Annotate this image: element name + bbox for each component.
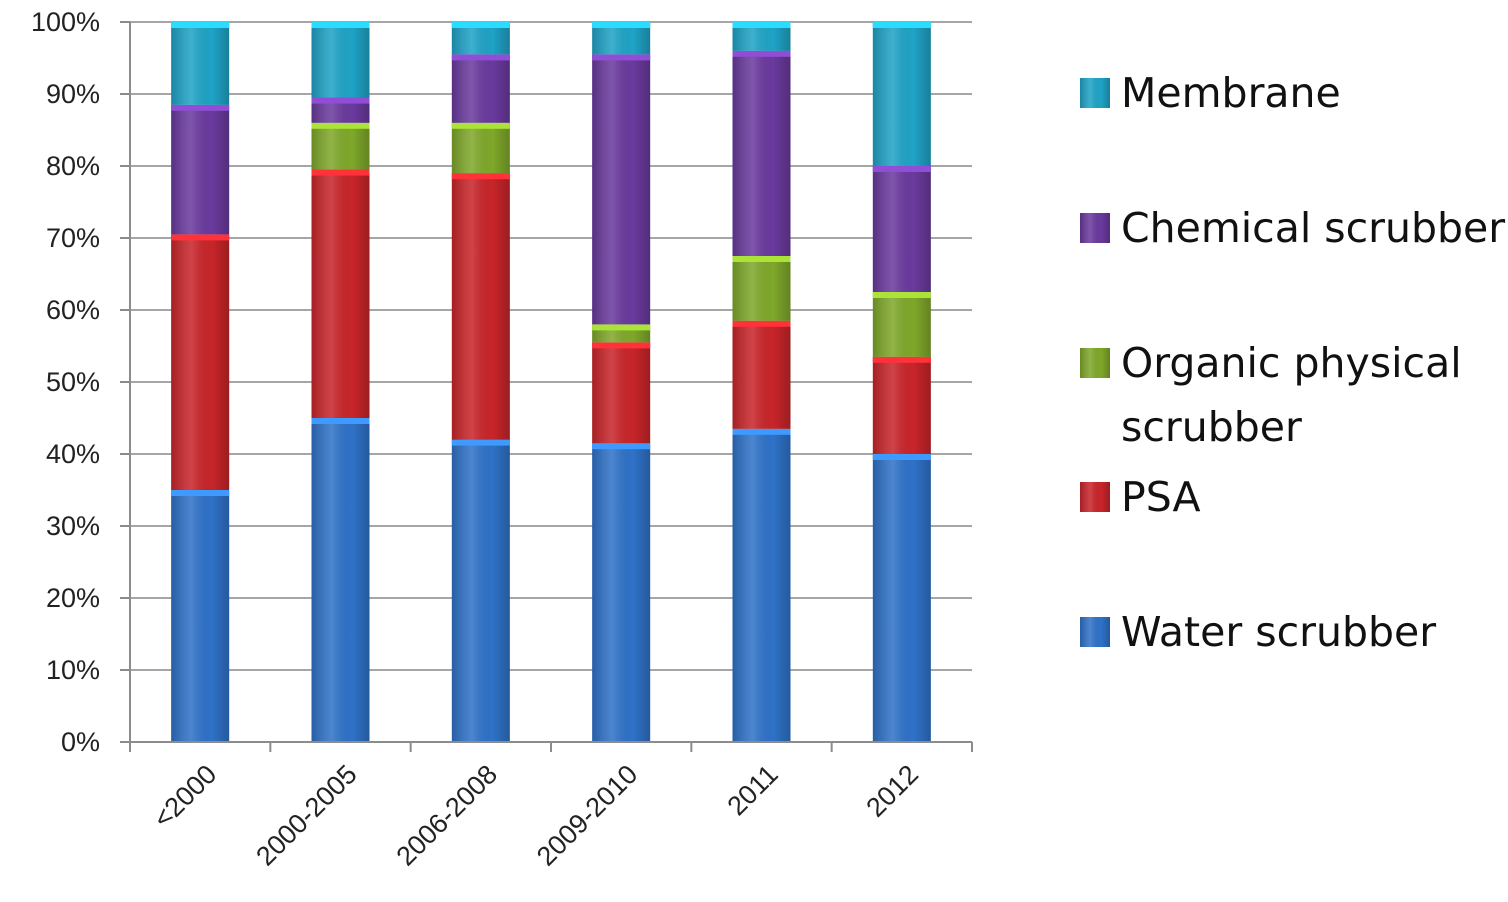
bar-segment-shading (171, 22, 230, 105)
bar-segment-highlight (451, 22, 510, 28)
y-tick-label: 10% (46, 655, 100, 685)
x-tick-label: 2011 (721, 759, 783, 821)
bar-segment-highlight (451, 122, 510, 129)
bar-segment-highlight (732, 22, 791, 28)
bar-segment-shading (732, 256, 791, 321)
bar-segment-highlight (451, 173, 510, 180)
x-tick-label: 2012 (860, 759, 924, 823)
y-tick-label: 90% (46, 79, 100, 109)
bar-segment-shading (311, 418, 370, 742)
bar-segment-highlight (732, 320, 791, 327)
y-tick-label: 30% (46, 511, 100, 541)
y-tick-label: 60% (46, 295, 100, 325)
bar-segment-highlight (872, 22, 931, 28)
bar-segment-highlight (311, 97, 370, 104)
bar-segment-highlight (732, 50, 791, 57)
y-tick-label: 50% (46, 367, 100, 397)
bar-segment-shading (171, 234, 230, 490)
bar-segment-shading (872, 22, 931, 166)
legend-item: Membrane (1080, 69, 1341, 117)
bar-segment-shading (451, 54, 510, 123)
bar-segment-shading (311, 22, 370, 98)
legend-label: PSA (1121, 473, 1201, 521)
bar-segment-shading (592, 443, 651, 742)
y-tick-label: 0% (61, 727, 100, 757)
legend: Membrane Chemical scrubber Organic physica… (1080, 69, 1505, 656)
bar-segment-shading (872, 292, 931, 357)
bar-segment-highlight (592, 54, 651, 61)
bar-segment-highlight (592, 324, 651, 331)
bar-segment-shading (451, 122, 510, 174)
legend-item: Organic physical scrubber (1080, 339, 1462, 451)
bar-segment-shading (732, 50, 791, 256)
bar-segment-shading (311, 122, 370, 170)
gridlines (130, 21, 972, 671)
bar-segment-shading (872, 166, 931, 292)
bar-segment-shading (732, 428, 791, 742)
bar-segment-highlight (872, 454, 931, 460)
bar-segment-highlight (592, 22, 651, 28)
bar-segment-shading (872, 454, 931, 742)
bar-segment-highlight (451, 439, 510, 446)
bar-segment-highlight (451, 54, 510, 61)
bar-segment-highlight (872, 356, 931, 363)
x-tick-label: 2000-2005 (250, 759, 363, 872)
bar-segment-shading (311, 169, 370, 418)
legend-label: Chemical scrubber (1121, 204, 1505, 252)
bar-segment-highlight (872, 166, 931, 172)
x-tick-label: 2009-2010 (531, 759, 644, 872)
y-tick-label: 100% (31, 7, 100, 37)
x-tick-label: 2006-2008 (391, 759, 504, 872)
y-tick-label: 80% (46, 151, 100, 181)
bar-segment-highlight (732, 428, 791, 435)
bar-segment-shading (592, 342, 651, 444)
bar-segment-shading (732, 320, 791, 429)
bar-segment-shading (451, 439, 510, 742)
bar-segment-shading (592, 54, 651, 325)
bar-segment-shading (872, 356, 931, 454)
legend-label: scrubber (1121, 403, 1302, 451)
bar-segment-shading (451, 173, 510, 440)
legend-swatch-shading (1080, 78, 1110, 108)
y-tick-label: 40% (46, 439, 100, 469)
legend-label: Organic physical (1121, 339, 1462, 387)
y-tick-label: 20% (46, 583, 100, 613)
bar-segment-highlight (171, 234, 230, 241)
legend-swatch-shading (1080, 617, 1110, 647)
legend-swatch-shading (1080, 348, 1110, 378)
bar-segment-shading (171, 104, 230, 235)
legend-swatch-shading (1080, 482, 1110, 512)
legend-item: Chemical scrubber (1080, 204, 1505, 252)
bar-segment-highlight (171, 104, 230, 111)
bars (171, 22, 931, 742)
legend-label: Membrane (1121, 69, 1341, 117)
x-tick-label: <2000 (148, 759, 223, 834)
bar-segment-highlight (311, 418, 370, 424)
bar-segment-highlight (311, 169, 370, 176)
legend-item: PSA (1080, 473, 1201, 521)
bar-segment-highlight (732, 256, 791, 262)
bar-segment-highlight (592, 443, 651, 450)
bar-segment-highlight (171, 22, 230, 28)
bar-segment-highlight (311, 122, 370, 129)
bar-segment-highlight (171, 490, 230, 496)
bar-segment-highlight (592, 342, 651, 349)
legend-swatch-shading (1080, 213, 1110, 243)
y-tick-label: 70% (46, 223, 100, 253)
legend-label: Water scrubber (1121, 608, 1436, 656)
bar-segment-shading (171, 490, 230, 742)
bar-segment-highlight (872, 292, 931, 298)
bar-segment-highlight (311, 22, 370, 28)
legend-item: Water scrubber (1080, 608, 1436, 656)
